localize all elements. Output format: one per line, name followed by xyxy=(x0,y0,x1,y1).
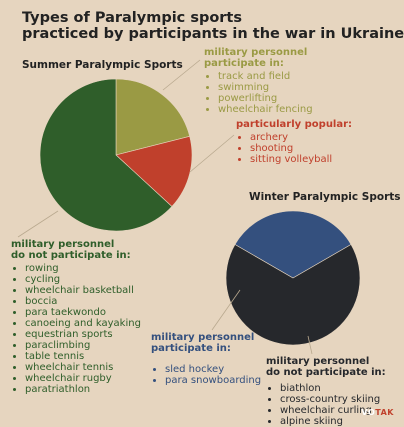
summer-popular-list: archeryshootingsitting volleyball xyxy=(236,132,352,165)
summer-not-title: military personnel do not participate in… xyxy=(11,239,141,261)
summer-popular-title: particularly popular: xyxy=(236,119,353,130)
winter-participate-title-2: participate in: xyxy=(151,343,231,354)
winter-not-participate-item: alpine skiing xyxy=(280,416,386,427)
winter-participate-title-1: military personnel xyxy=(151,332,255,343)
summer-heading: Summer Paralympic Sports xyxy=(22,59,183,71)
winter-participate-group: military personnel participate in: sled … xyxy=(151,332,261,386)
summer-popular-group: particularly popular: archeryshootingsit… xyxy=(236,119,352,165)
leader-summer-not xyxy=(17,210,59,238)
votak-logo: VOTAK xyxy=(361,408,394,417)
summer-participate-item: track and field xyxy=(218,71,313,82)
summer-not-participate-item: paraclimbing xyxy=(25,340,141,351)
chart-title: Types of Paralympic sports practiced by … xyxy=(22,10,404,42)
winter-pie xyxy=(225,210,361,346)
summer-pie xyxy=(39,78,193,232)
summer-participate-item: powerlifting xyxy=(218,93,313,104)
winter-slice-participate xyxy=(234,210,352,279)
summer-not-participate-item: para taekwondo xyxy=(25,307,141,318)
title-line-1: Types of Paralympic sports xyxy=(22,10,242,26)
summer-popular-item: archery xyxy=(250,132,352,143)
summer-participate-item: wheelchair fencing xyxy=(218,104,313,115)
leader-lines xyxy=(17,59,313,355)
logo-tak: TAK xyxy=(375,408,394,417)
summer-participate-group: military personnel participate in: track… xyxy=(204,47,313,115)
winter-participate-title: military personnel participate in: xyxy=(151,332,261,354)
winter-slice-not-participate xyxy=(225,244,361,346)
summer-not-title-2: do not participate in: xyxy=(11,250,131,261)
summer-participate-title-1: military personnel xyxy=(204,47,308,58)
summer-not-list: rowingcyclingwheelchair basketballboccia… xyxy=(11,263,141,395)
summer-not-participate-item: wheelchair basketball xyxy=(25,285,141,296)
summer-slice-popular xyxy=(115,135,193,207)
winter-not-participate-item: wheelchair curling xyxy=(280,405,386,416)
summer-slice-participate xyxy=(115,78,191,156)
summer-not-participate-item: cycling xyxy=(25,274,141,285)
logo-vo: VO xyxy=(361,408,376,417)
summer-slice-not-participate xyxy=(39,78,173,232)
summer-popular-item: shooting xyxy=(250,143,352,154)
summer-participate-item: swimming xyxy=(218,82,313,93)
winter-not-participate-item: biathlon xyxy=(280,383,386,394)
winter-not-title-1: military personnel xyxy=(266,356,370,367)
winter-not-group: military personnel do not participate in… xyxy=(266,356,386,427)
winter-not-title-2: do not participate in: xyxy=(266,367,386,378)
summer-not-participate-item: table tennis xyxy=(25,351,141,362)
winter-not-title: military personnel do not participate in… xyxy=(266,356,386,378)
title-line-2: practiced by participants in the war in … xyxy=(22,26,404,42)
summer-not-participate-item: canoeing and kayaking xyxy=(25,318,141,329)
summer-participate-title: military personnel participate in: xyxy=(204,47,313,69)
winter-not-participate-item: cross-country skiing xyxy=(280,394,386,405)
leader-winter-not xyxy=(307,335,313,355)
summer-not-participate-item: paratriathlon xyxy=(25,384,141,395)
leader-summer-popular xyxy=(189,134,235,173)
summer-participate-list: track and fieldswimmingpowerliftingwheel… xyxy=(204,71,313,115)
summer-not-participate-item: boccia xyxy=(25,296,141,307)
leader-summer-participate xyxy=(162,59,201,91)
winter-participate-list: sled hockeypara snowboarding xyxy=(151,364,261,386)
winter-participate-item: sled hockey xyxy=(165,364,261,375)
winter-not-list: biathloncross-country skiingwheelchair c… xyxy=(266,383,386,427)
summer-popular-item: sitting volleyball xyxy=(250,154,352,165)
summer-not-participate-item: equestrian sports xyxy=(25,329,141,340)
summer-not-participate-item: wheelchair rugby xyxy=(25,373,141,384)
leader-winter-participate xyxy=(211,289,241,331)
summer-not-group: military personnel do not participate in… xyxy=(11,239,141,395)
summer-not-participate-item: rowing xyxy=(25,263,141,274)
winter-participate-item: para snowboarding xyxy=(165,375,261,386)
summer-not-title-1: military personnel xyxy=(11,239,115,250)
summer-not-participate-item: wheelchair tennis xyxy=(25,362,141,373)
winter-heading: Winter Paralympic Sports xyxy=(249,191,401,203)
summer-participate-title-2: participate in: xyxy=(204,58,284,69)
